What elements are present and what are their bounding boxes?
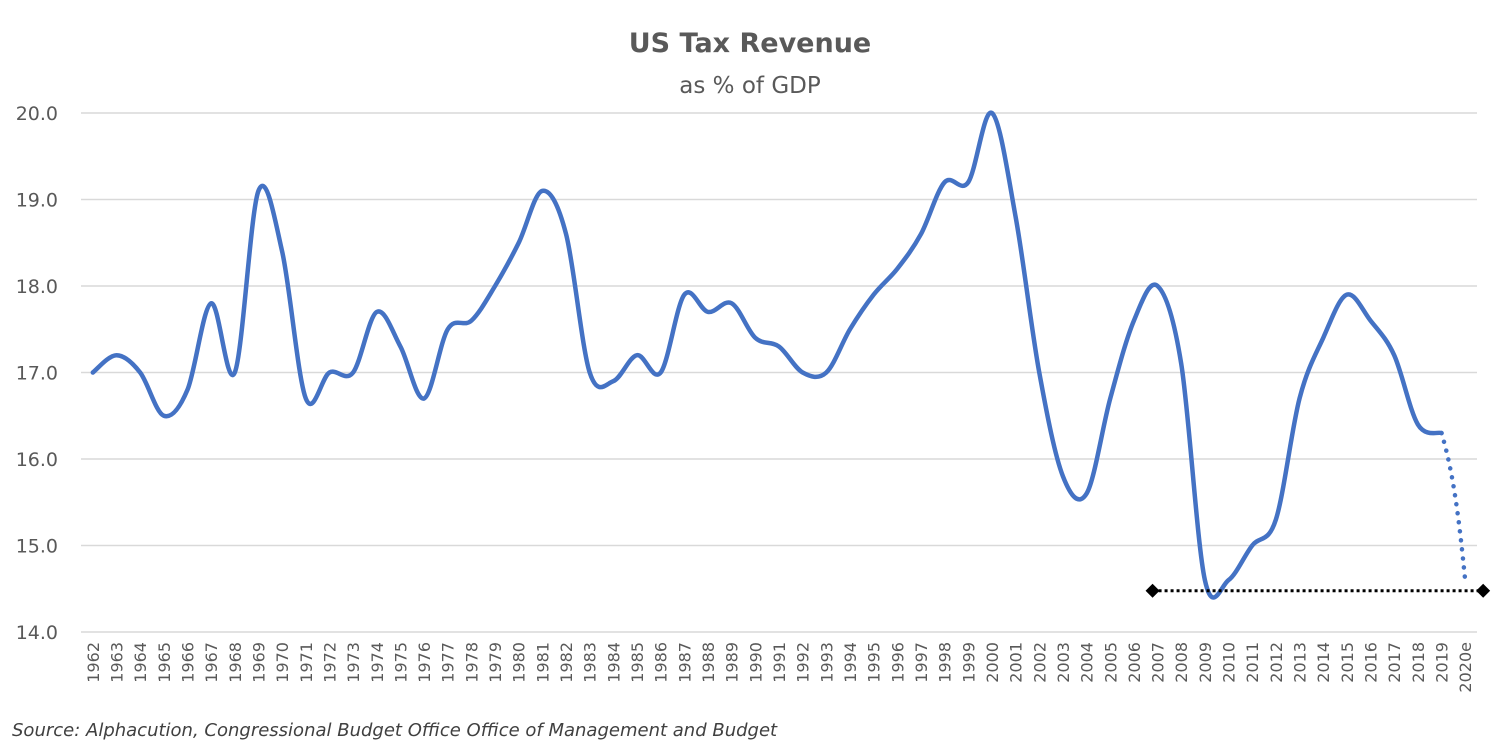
x-axis-ticks: 1962 1963 1964 1965 1966 1967 1968 1969 1970 1971… xyxy=(84,642,1475,693)
x-tick-label: 1970 xyxy=(273,642,292,683)
y-tick-label: 20.0 xyxy=(16,103,58,125)
x-tick-label: 1995 xyxy=(865,642,884,683)
x-tick-label: 1992 xyxy=(794,642,813,683)
x-tick-label: 1968 xyxy=(226,642,245,683)
series-line-tax-revenue xyxy=(90,110,1444,600)
x-tick-label: 2018 xyxy=(1409,642,1428,683)
chart-subtitle: as % of GDP xyxy=(679,73,821,99)
x-tick-label: 2014 xyxy=(1314,642,1333,683)
x-tick-label: 2011 xyxy=(1243,642,1262,683)
x-tick-label: 1986 xyxy=(652,642,671,683)
x-tick-label: 1974 xyxy=(368,642,387,683)
x-tick-label: 1990 xyxy=(746,642,765,683)
x-tick-label: 1971 xyxy=(297,642,316,683)
y-tick-label: 17.0 xyxy=(16,363,58,385)
x-tick-label: 1993 xyxy=(817,642,836,683)
x-tick-label: 1985 xyxy=(628,642,647,683)
x-tick-label: 1998 xyxy=(936,642,955,683)
y-tick-label: 15.0 xyxy=(16,536,58,558)
x-tick-label: 2019 xyxy=(1433,642,1452,683)
x-tick-label: 2004 xyxy=(1078,642,1097,683)
x-tick-label: 2009 xyxy=(1196,642,1215,683)
x-tick-label: 1980 xyxy=(510,642,529,683)
x-tick-label: 2001 xyxy=(1007,642,1026,683)
x-tick-label: 1978 xyxy=(462,642,481,683)
x-tick-label: 1962 xyxy=(84,642,103,683)
x-tick-label: 1999 xyxy=(959,642,978,683)
x-tick-label: 1983 xyxy=(581,642,600,683)
x-tick-label: 2005 xyxy=(1101,642,1120,683)
x-tick-label: 1991 xyxy=(770,642,789,683)
y-axis-ticks: 14.0 15.0 16.0 17.0 18.0 19.0 20.0 xyxy=(16,103,58,644)
x-tick-label: 1966 xyxy=(178,642,197,683)
x-tick-label: 2002 xyxy=(1030,642,1049,683)
x-tick-label: 2015 xyxy=(1338,642,1357,683)
y-tick-label: 18.0 xyxy=(16,276,58,298)
x-tick-label: 1994 xyxy=(841,642,860,683)
x-tick-label: 1967 xyxy=(202,642,221,683)
x-tick-label: 1989 xyxy=(723,642,742,683)
x-tick-label: 2016 xyxy=(1362,642,1381,683)
x-tick-label: 1987 xyxy=(675,642,694,683)
x-tick-label: 2007 xyxy=(1149,642,1168,683)
x-tick-label: 2020e xyxy=(1456,642,1475,693)
chart-title: US Tax Revenue xyxy=(629,28,872,59)
x-tick-label: 2006 xyxy=(1125,642,1144,683)
x-tick-label: 1965 xyxy=(155,642,174,683)
x-tick-label: 2003 xyxy=(1054,642,1073,683)
x-tick-label: 1976 xyxy=(415,642,434,683)
x-tick-label: 1973 xyxy=(344,642,363,683)
x-tick-label: 1963 xyxy=(107,642,126,683)
series-group xyxy=(90,110,1491,600)
x-tick-label: 1982 xyxy=(557,642,576,683)
x-tick-label: 1981 xyxy=(533,642,552,683)
x-tick-label: 1997 xyxy=(912,642,931,683)
x-tick-label: 1972 xyxy=(320,642,339,683)
x-tick-label: 1975 xyxy=(391,642,410,683)
x-tick-label: 1979 xyxy=(486,642,505,683)
x-tick-label: 2013 xyxy=(1291,642,1310,683)
source-note: Source: Alphacution, Congressional Budge… xyxy=(12,720,778,741)
diamond-marker xyxy=(1145,583,1160,598)
x-tick-label: 2010 xyxy=(1220,642,1239,683)
x-tick-label: 2017 xyxy=(1385,642,1404,683)
x-tick-label: 1984 xyxy=(604,642,623,683)
diamond-marker xyxy=(1476,583,1491,598)
series-line-2020-estimate xyxy=(1439,430,1468,583)
x-tick-label: 1977 xyxy=(439,642,458,683)
x-tick-label: 1996 xyxy=(888,642,907,683)
y-tick-label: 16.0 xyxy=(16,449,58,471)
x-tick-label: 1964 xyxy=(131,642,150,683)
x-tick-label: 2008 xyxy=(1172,642,1191,683)
x-tick-label: 2012 xyxy=(1267,642,1286,683)
y-tick-label: 14.0 xyxy=(16,622,58,644)
x-tick-label: 1988 xyxy=(699,642,718,683)
x-tick-label: 1969 xyxy=(249,642,268,683)
x-tick-label: 2000 xyxy=(983,642,1002,683)
y-tick-label: 19.0 xyxy=(16,190,58,212)
gridlines xyxy=(81,112,1477,633)
